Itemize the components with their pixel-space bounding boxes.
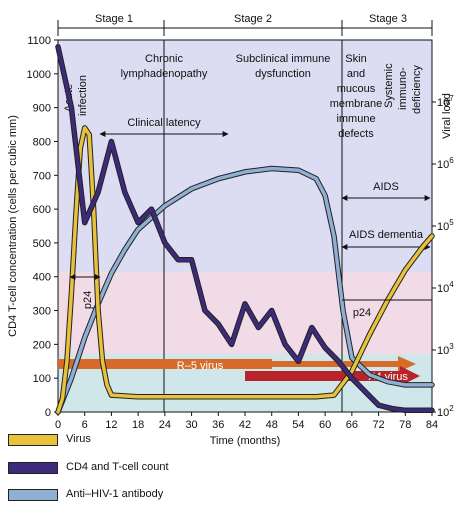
r5-virus-label: R–5 virus xyxy=(177,360,224,372)
x-tick-label: 0 xyxy=(55,419,61,431)
y-tick-label: 500 xyxy=(33,238,51,250)
phase-chronic-line-1: Chronic xyxy=(145,53,183,65)
y-tick-label: 900 xyxy=(33,103,51,115)
y2-tick-label: 102 xyxy=(437,404,454,419)
legend-label-virus: Virus xyxy=(66,433,91,445)
y-tick-label: 300 xyxy=(33,306,51,318)
r5-virus-arrow xyxy=(58,356,416,372)
phase-subclinical-line-1: Subclinical immune xyxy=(236,53,331,65)
phase-skin-line-6: defects xyxy=(338,128,374,140)
phase-chronic-line-2: lymphadenopathy xyxy=(121,68,208,80)
virus-arrows: R–5 virus X4 virus xyxy=(58,356,420,386)
x-tick-label: 6 xyxy=(82,419,88,431)
x-axis-label: Time (months) xyxy=(210,435,281,447)
phase-skin-line-5: immune xyxy=(336,113,375,125)
x-tick-label: 24 xyxy=(159,419,171,431)
y-tick-label: 800 xyxy=(33,136,51,148)
y2-tick-exponent: 6 xyxy=(449,156,454,165)
phase-systemic-line-2: immuno- xyxy=(397,67,409,110)
y-tick-label: 400 xyxy=(33,272,51,284)
legend-swatch-virus xyxy=(8,434,58,446)
legend-swatch-cd4 xyxy=(8,462,58,474)
x-tick-label: 84 xyxy=(426,419,438,431)
x-tick-label: 42 xyxy=(239,419,251,431)
y2-tick-exponent: 5 xyxy=(449,218,454,227)
y2-axis-label: Viral load xyxy=(441,93,453,139)
background-bands xyxy=(58,40,432,412)
aids-label: AIDS xyxy=(373,181,399,193)
legend-label-cd4: CD4 and T-cell count xyxy=(66,461,169,473)
y-tick-label: 100 xyxy=(33,373,51,385)
legend-swatch-antibody xyxy=(8,489,58,501)
legend-item-antibody: Anti–HIV-1 antibody xyxy=(8,487,448,505)
phase-skin-line-1: Skin xyxy=(345,53,366,65)
y2-tick-label: 103 xyxy=(437,342,454,357)
y2-tick-exponent: 3 xyxy=(449,342,454,351)
x-axis-ticks: 0 6 12 18 24 30 36 42 48 54 60 66 72 78 84 xyxy=(55,412,438,431)
p24-annotations: p24 p24 xyxy=(69,274,432,319)
y-tick-label: 1100 xyxy=(27,35,51,47)
phase-systemic-line-1: Systemic xyxy=(383,63,395,108)
phase-skin-line-4: membrane xyxy=(330,98,383,110)
range-annotations: Clinical latency AIDS AIDS dementia xyxy=(99,117,431,250)
legend-label-antibody: Anti–HIV-1 antibody xyxy=(66,488,164,500)
phase-systemic-line-3: deficiency xyxy=(411,65,423,114)
x-tick-label: 66 xyxy=(346,419,358,431)
x-tick-label: 54 xyxy=(292,419,304,431)
y2-tick-label: 104 xyxy=(437,280,454,295)
x-tick-label: 12 xyxy=(105,419,117,431)
phase-skin-line-3: mucous xyxy=(337,83,376,95)
x-tick-label: 78 xyxy=(399,419,411,431)
stage-header: Stage 1 Stage 2 Stage 3 xyxy=(57,13,433,36)
aids-dementia-label: AIDS dementia xyxy=(349,229,424,241)
x-tick-label: 48 xyxy=(266,419,278,431)
legend-item-virus: Virus xyxy=(8,432,448,450)
band-middle xyxy=(58,272,432,354)
legend-item-cd4: CD4 and T-cell count xyxy=(8,460,448,478)
x-tick-label: 30 xyxy=(185,419,197,431)
p24-right-label: p24 xyxy=(353,307,371,319)
phase-skin-line-2: and xyxy=(347,68,365,80)
y2-tick-label: 106 xyxy=(437,156,454,171)
x-tick-label: 72 xyxy=(372,419,384,431)
y-axis-label: CD4 T-cell concentration (cells per cubi… xyxy=(7,115,19,337)
y-tick-label: 700 xyxy=(33,170,51,182)
stage-1-label: Stage 1 xyxy=(95,13,133,25)
x-tick-label: 36 xyxy=(212,419,224,431)
p24-left-label: p24 xyxy=(82,291,94,309)
x-tick-label: 60 xyxy=(319,419,331,431)
antibody-line xyxy=(56,166,434,414)
y-tick-label: 0 xyxy=(45,407,51,419)
phase-subclinical-line-2: dysfunction xyxy=(255,68,311,80)
y-tick-label: 1000 xyxy=(27,69,51,81)
virus-line xyxy=(56,126,434,414)
band-top xyxy=(58,40,432,272)
stage-2-label: Stage 2 xyxy=(234,13,272,25)
phase-acute-line-2: infection xyxy=(77,75,89,116)
y2-tick-label: 105 xyxy=(437,218,454,233)
x4-virus-arrow xyxy=(245,366,420,386)
y2-tick-exponent: 7 xyxy=(449,94,454,103)
y2-tick-exponent: 2 xyxy=(449,404,454,413)
y-tick-label: 200 xyxy=(33,339,51,351)
y-axis-ticks: 0 100 200 300 400 500 600 700 800 900 1000 1100 xyxy=(27,35,58,419)
y-tick-label: 600 xyxy=(33,204,51,216)
stage-3-label: Stage 3 xyxy=(369,13,407,25)
y2-tick-exponent: 4 xyxy=(449,280,454,289)
x-tick-label: 18 xyxy=(132,419,144,431)
series-lines xyxy=(55,44,435,415)
clinical-latency-label: Clinical latency xyxy=(127,117,201,129)
cd4-line xyxy=(56,45,434,413)
